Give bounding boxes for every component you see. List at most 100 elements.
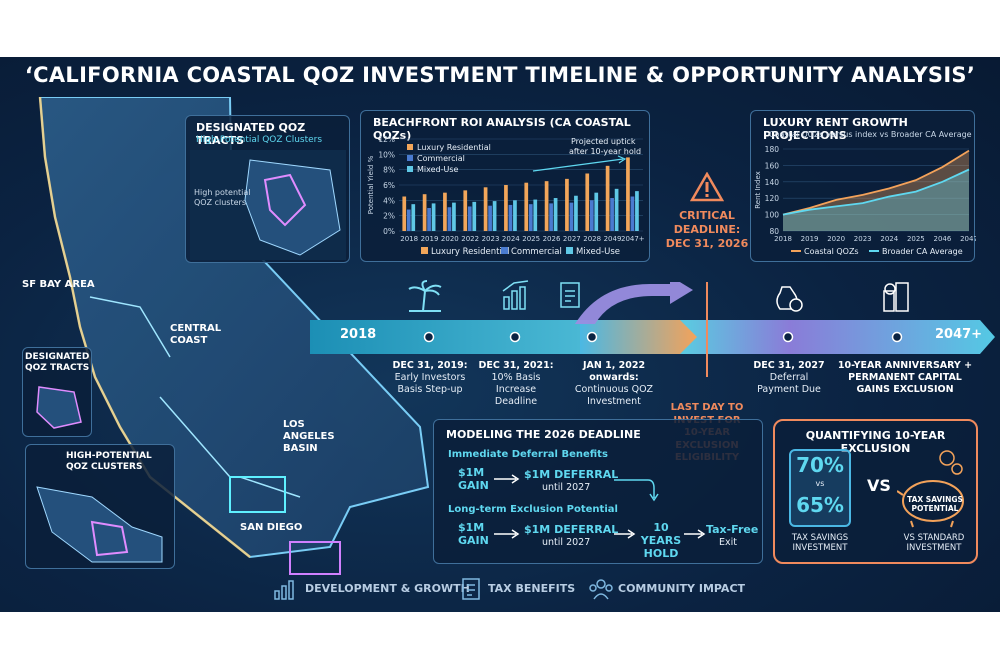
roi-legend-label: Mixed-Use	[417, 165, 459, 174]
development-icon	[274, 580, 294, 600]
timeline-event-2022: JAN 1, 2022 onwards: Continuous QOZ Inve…	[563, 360, 665, 408]
roi-annotation-arrowhead	[617, 155, 627, 164]
roi-bar	[569, 202, 574, 231]
roi-bar	[422, 194, 427, 231]
timeline-event-anniversary: 10-YEAR ANNIVERSARY + PERMANENT CAPITAL …	[837, 360, 973, 395]
inset-top-subtitle: High-Potential QOZ Clusters	[196, 135, 323, 145]
roi-bar	[467, 206, 472, 231]
roi-bar	[463, 190, 468, 231]
roi-bar	[513, 200, 517, 231]
roi-chart-panel: BEACHFRONT ROI ANALYSIS (CA COASTAL QOZs…	[360, 110, 650, 262]
roi-xtick-label: 2026	[543, 235, 561, 243]
exclusion-vs-big: VS	[867, 476, 891, 495]
page-title: ‘CALIFORNIA COASTAL QOZ INVESTMENT TIMEL…	[24, 63, 976, 87]
roi-bar	[427, 208, 431, 231]
exclusion-caption-left: TAX SAVINGS INVESTMENT	[791, 533, 849, 553]
roi-bar	[574, 195, 578, 231]
rent-xtick-label: 2020	[827, 235, 845, 243]
roi-bar	[533, 199, 538, 231]
roi-bar	[452, 202, 456, 231]
roi-bar	[614, 188, 619, 231]
roi-bar	[483, 187, 488, 231]
region-sd-label: SAN DIEGO	[240, 522, 303, 533]
roi-bar	[544, 181, 549, 231]
arrow-right-icon	[494, 529, 520, 539]
roi-bar	[488, 205, 492, 231]
qoz-boundaries	[89, 296, 301, 498]
exclusion-panel: QUANTIFYING 10-YEAR EXCLUSION 70% vs 65%…	[773, 419, 978, 564]
roi-bar	[472, 201, 477, 231]
inset-top-note: High potential QOZ clusters	[194, 188, 251, 207]
event-2021-text: 10% Basis Increase Deadline	[491, 372, 541, 407]
roi-bar	[594, 192, 599, 231]
roi-bar	[447, 207, 452, 231]
roi-ylabel: Potential Yield %	[367, 155, 375, 214]
roi-bottom-legend-swatch	[501, 247, 508, 254]
roi-ytick-label: 0%	[383, 227, 395, 236]
event-2022-date: JAN 1, 2022 onwards:	[582, 360, 646, 383]
roi-bar	[402, 196, 407, 231]
rent-xtick-label: 2047	[960, 235, 976, 243]
infographic-canvas: ‘CALIFORNIA COASTAL QOZ INVESTMENT TIMEL…	[0, 57, 1000, 612]
roi-ytick-label: 6%	[383, 181, 395, 190]
modeling-panel: MODELING THE 2026 DEADLINE Immediate Def…	[433, 419, 763, 564]
exclusion-title: QUANTIFYING 10-YEAR EXCLUSION	[805, 429, 946, 455]
warning-icon	[690, 172, 724, 202]
roi-ytick-label: 2%	[383, 212, 395, 221]
roi-xtick-label: 2023	[482, 235, 500, 243]
exclusion-vs-small: vs	[815, 479, 825, 488]
rent-ytick-label: 80	[769, 227, 779, 236]
roi-bar	[528, 204, 533, 231]
event-2022-text: Continuous QOZ Investment	[574, 384, 654, 407]
event-2019-text: Early Investors Basis Step-up	[394, 372, 466, 395]
modeling-title: MODELING THE 2026 DEADLINE	[446, 428, 641, 441]
roi-ytick-label: 12%	[378, 135, 395, 144]
rent-area-0	[783, 150, 969, 231]
roi-bar	[626, 157, 630, 231]
inset-top-map	[190, 150, 346, 260]
roi-bar	[585, 173, 590, 231]
roi-bar	[524, 182, 529, 231]
community-icon	[589, 579, 613, 600]
event-2027-date: DEC 31, 2027	[753, 360, 825, 371]
region-central-label: CENTRAL COAST	[170, 323, 222, 346]
rent-chart-subtitle: Coastal QOZs versus index vs Broader CA …	[769, 130, 972, 139]
piggy-bank-label: TAX SAVINGS POTENTIAL	[907, 495, 963, 513]
modeling-gain-2: $1M GAIN	[458, 521, 489, 547]
rent-ytick-label: 120	[765, 194, 780, 203]
modeling-until-2: until 2027	[542, 537, 591, 548]
roi-bar	[549, 203, 553, 231]
region-la-label: LOS ANGELES BASIN	[283, 419, 335, 454]
roi-xtick-label: 2024	[502, 235, 520, 243]
inset-left: DESIGNATED QOZ TRACTS	[22, 347, 92, 437]
rent-chart-panel: LUXURY RENT GROWTH PROJECTIONS Coastal Q…	[750, 110, 976, 262]
rent-ytick-label: 180	[765, 145, 780, 154]
rent-xtick-label: 2018	[774, 235, 792, 243]
roi-bar	[492, 201, 497, 231]
rent-line-1	[782, 168, 970, 216]
modeling-deferral-1: $1M DEFERRAL	[524, 468, 619, 481]
roi-ytick-label: 8%	[383, 166, 395, 175]
roi-bottom-legend-swatch	[566, 247, 573, 254]
roi-annotation-line1: Projected uptick	[571, 137, 636, 146]
roi-bottom-legend-label: Commercial	[511, 247, 562, 257]
arrow-right-icon	[684, 529, 706, 539]
roi-xtick-label: 2049	[604, 235, 622, 243]
rent-xtick-label: 2024	[880, 235, 898, 243]
rent-ytick-label: 160	[765, 161, 780, 170]
rent-xtick-label: 2023	[854, 235, 872, 243]
roi-bar	[431, 203, 436, 231]
footer-development: DEVELOPMENT & GROWTH	[305, 582, 470, 595]
modeling-deferral-2: $1M DEFERRAL	[524, 523, 619, 536]
roi-legend-label: Luxury Residential	[417, 143, 491, 152]
roi-legend-swatch	[407, 166, 413, 172]
timeline-start-label: 2018	[340, 327, 377, 342]
inset-bottom-map	[36, 486, 163, 563]
rent-xtick-label: 2019	[801, 235, 819, 243]
rent-area-chart: 80 100 120 140 160 180 Rent Index 2018 2019 2020 2…	[754, 145, 976, 256]
roi-bar	[610, 198, 614, 231]
roi-annotation-line2: after 10-year hold	[569, 147, 641, 156]
roi-xtick-label: 2020	[441, 235, 459, 243]
roi-xtick-label: 2028	[583, 235, 601, 243]
buildings-icon	[883, 282, 909, 312]
